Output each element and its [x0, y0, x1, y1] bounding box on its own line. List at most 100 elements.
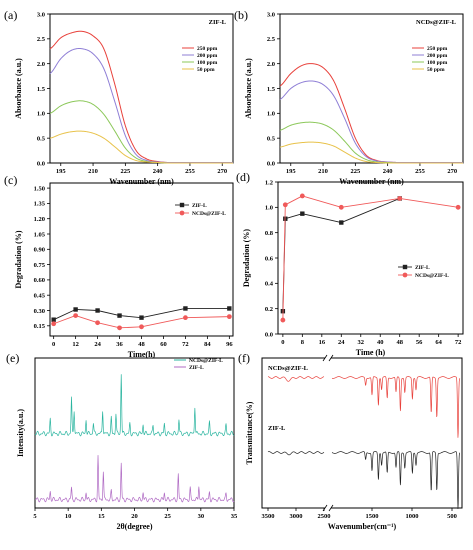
chart-c-ytick-label: 0.60 [34, 277, 45, 284]
chart-f-xlabel: Wavenumber(cm⁻¹) [328, 522, 397, 531]
chart-b-series-line [279, 63, 463, 164]
chart-b-xtick-label: 195 [286, 168, 297, 175]
chart-e-ylabel: Intensity(a.u.) [16, 409, 25, 457]
chart-c-legend-marker [179, 210, 185, 216]
chart-e-xtick-label: 35 [231, 513, 238, 520]
chart-c-xtick-label: 0 [52, 341, 55, 348]
chart-e-xtick-label: 30 [198, 513, 205, 520]
chart-c-point [73, 313, 79, 318]
chart-e-xtick-label: 10 [65, 513, 72, 520]
chart-f-xtick-label: 500 [447, 513, 457, 520]
chart-f-ylabel: Transmittance(%) [245, 401, 254, 464]
chart-c-ytick-label: 0.15 [34, 323, 46, 330]
chart-a-ytick-label: 0.0 [37, 160, 45, 167]
chart-b-ytick-label: 1.5 [267, 86, 276, 93]
chart-c-xtick-label: 84 [204, 341, 211, 348]
chart-b-legend-label: 100 ppm [427, 60, 448, 66]
chart-c-point [139, 315, 144, 320]
chart-c-point [183, 315, 188, 321]
chart-d-panel-label: (d) [236, 170, 250, 184]
chart-e-series-line [34, 455, 235, 503]
chart-c-point [73, 307, 78, 312]
chart-c-ytick-label: 0.30 [34, 308, 45, 315]
chart-c-point [226, 314, 232, 320]
chart-f-frame [261, 357, 463, 509]
chart-d-xtick-label: 0 [281, 339, 284, 346]
chart-f-series-name: NCDs@ZIF-L [268, 365, 309, 372]
chart-b-ytick-label: 0.0 [267, 160, 275, 167]
chart-a-xtick-label: 195 [56, 168, 67, 175]
chart-c-ylabel: Degradation (%) [14, 230, 23, 288]
chart-b-legend-label: 250 ppm [427, 46, 448, 52]
chart-c-point [51, 321, 57, 327]
chart-e-series-line [34, 374, 235, 437]
chart-f-axis-break-mark [322, 354, 328, 362]
chart-f-xtick-label: 1000 [406, 513, 419, 520]
chart-d-legend-label: NCDs@ZIF-L [415, 273, 449, 279]
chart-e-legend-label: ZIF-L [189, 365, 204, 371]
chart-d-point [282, 202, 288, 208]
chart-d-point [455, 204, 461, 210]
chart-b-xtick-label: 225 [350, 168, 361, 175]
chart-a-ytick-label: 1.5 [37, 86, 46, 93]
chart-d-xtick-label: 48 [396, 339, 403, 346]
chart-c-point [227, 306, 232, 311]
chart-c-ytick-label: 1.50 [34, 185, 45, 192]
chart-b-ytick-label: 1.0 [267, 111, 275, 118]
chart-d-ytick-label: 0.6 [265, 255, 274, 262]
chart-d-xtick-label: 72 [455, 339, 462, 346]
chart-d-xlabel: Time (h) [356, 348, 386, 357]
chart-a-ytick-label: 1.0 [37, 111, 45, 118]
chart-c-point [117, 313, 122, 318]
chart-d-legend-marker [402, 264, 408, 270]
chart-d-ytick-label: 0.2 [265, 306, 273, 313]
chart-a-ytick-label: 2.5 [37, 36, 46, 43]
chart-f-series-line [267, 376, 325, 382]
chart-b-panel-label: (b) [234, 8, 248, 22]
chart-b-ytick-label: 0.5 [267, 135, 276, 142]
chart-b-xtick-label: 240 [383, 168, 393, 175]
chart-c-point [117, 325, 122, 331]
chart-c-legend-label: NCDs@ZIF-L [192, 211, 226, 217]
chart-e-xtick-label: 15 [98, 513, 105, 520]
chart-d-xtick-label: 24 [338, 339, 345, 346]
chart-c-ytick-label: 0.75 [34, 262, 46, 269]
chart-e-xtick-label: 25 [164, 513, 171, 520]
chart-c-ytick-label: 1.35 [34, 201, 46, 208]
chart-b-xtick-label: 255 [415, 168, 426, 175]
chart-f-series-line [331, 451, 461, 510]
chart-c-xtick-label: 12 [72, 341, 79, 348]
chart-b-ytick-label: 2.5 [267, 36, 276, 43]
chart-c-xtick-label: 96 [226, 341, 233, 348]
chart-f-axis-break-gap [325, 505, 331, 511]
chart-d-point [280, 317, 286, 323]
chart-c-xtick-label: 48 [138, 341, 145, 348]
chart-d-ytick-label: 0.0 [265, 331, 273, 338]
chart-b-series-line [279, 141, 463, 164]
chart-a-legend-label: 100 ppm [197, 60, 218, 66]
chart-f-xtick-label: 3000 [290, 513, 303, 520]
chart-a-xtick-label: 210 [88, 168, 98, 175]
chart-d-xtick-label: 8 [301, 339, 305, 346]
chart-c-point [95, 320, 100, 326]
chart-f-panel-label: (f) [238, 351, 250, 365]
chart-d-xtick-label: 40 [377, 339, 384, 346]
chart-f-axis-break-gap [325, 355, 331, 361]
chart-e-panel-label: (e) [6, 351, 19, 365]
chart-c-legend-label: ZIF-L [192, 203, 207, 209]
chart-e-xtick-label: 20 [131, 513, 138, 520]
chart-c-point [183, 306, 188, 311]
chart-f-series-line [267, 451, 325, 456]
chart-f-xtick-label: 3500 [262, 513, 275, 520]
chart-a-panel-label: (a) [4, 8, 17, 22]
chart-a-xtick-label: 240 [153, 168, 163, 175]
chart-f-xtick-label: 1500 [366, 513, 379, 520]
chart-b-xtick-label: 270 [447, 168, 457, 175]
chart-d-xtick-label: 64 [435, 339, 442, 346]
chart-d-ylabel: Degradation (%) [242, 229, 251, 287]
chart-c-ytick-label: 0.90 [34, 247, 45, 254]
chart-d-xtick-label: 16 [319, 339, 326, 346]
chart-f-series-line [331, 376, 461, 438]
chart-a-xlabel: Wavenumber (nm) [109, 177, 174, 186]
chart-a-legend-label: 50 ppm [197, 67, 215, 73]
